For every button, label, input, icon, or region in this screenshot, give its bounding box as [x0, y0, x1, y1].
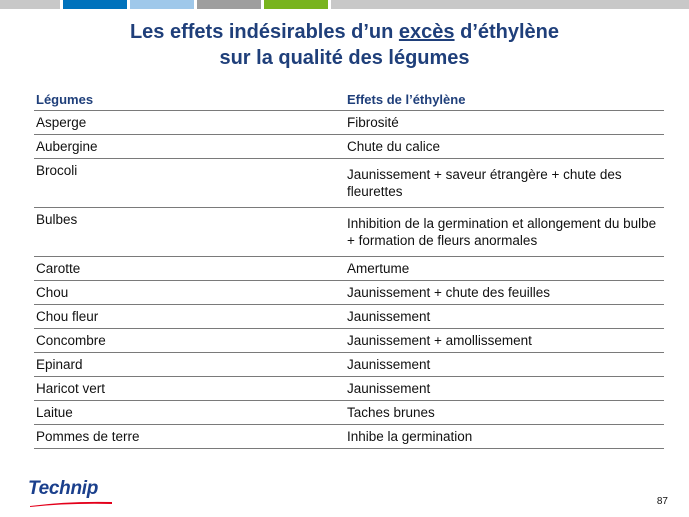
- header-vegetables: Légumes: [34, 88, 345, 111]
- title-line-2: sur la qualité des légumes: [219, 47, 470, 69]
- slide-title: Les effets indésirables d’un excès d’éth…: [0, 19, 689, 71]
- effect-cell: Taches brunes: [344, 400, 664, 425]
- effect-cell: Inhibition de la germination et allongem…: [344, 207, 664, 257]
- effect-cell: Jaunissement + saveur étrangère + chute …: [344, 158, 664, 208]
- table-row: Asperge Fibrosité: [34, 110, 664, 135]
- vegetable-cell: Asperge: [34, 110, 345, 135]
- vegetable-cell: Concombre: [34, 328, 345, 353]
- title-line-1: Les effets indésirables d’un excès d’éth…: [129, 21, 560, 43]
- table-row: Concombre Jaunissement + amollissement: [34, 328, 664, 353]
- vegetable-cell: Carotte: [34, 256, 345, 281]
- logo-text: Technip: [28, 478, 99, 499]
- header-effects: Effets de l’éthylène: [344, 88, 664, 111]
- table-row: Bulbes Inhibition de la germination et a…: [34, 207, 664, 257]
- effect-cell: Jaunissement + chute des feuilles: [344, 280, 664, 305]
- table-row: Chou fleur Jaunissement: [34, 304, 664, 329]
- top-bar-segment: [331, 0, 689, 9]
- title-emphasis: excès: [398, 21, 455, 43]
- vegetable-cell: Brocoli: [34, 158, 345, 208]
- effect-cell: Chute du calice: [344, 134, 664, 159]
- effect-cell: Fibrosité: [344, 110, 664, 135]
- table-row: Epinard Jaunissement: [34, 352, 664, 377]
- table-row: Aubergine Chute du calice: [34, 134, 664, 159]
- table-row: Chou Jaunissement + chute des feuilles: [34, 280, 664, 305]
- top-bar-segment: [0, 0, 60, 9]
- vegetable-cell: Chou: [34, 280, 345, 305]
- vegetable-cell: Pommes de terre: [34, 424, 345, 449]
- effect-cell: Jaunissement: [344, 352, 664, 377]
- top-bar-segment: [194, 0, 197, 9]
- table-row: Carotte Amertume: [34, 256, 664, 281]
- effect-cell: Amertume: [344, 256, 664, 281]
- vegetable-cell: Epinard: [34, 352, 345, 377]
- top-bar-segment: [328, 0, 331, 9]
- technip-logo: Technip: [28, 478, 118, 508]
- table-row: Brocoli Jaunissement + saveur étrangère …: [34, 158, 664, 208]
- top-bar-segment: [197, 0, 261, 9]
- vegetable-cell: Haricot vert: [34, 376, 345, 401]
- top-bar-segment: [63, 0, 127, 9]
- effect-cell: Jaunissement: [344, 376, 664, 401]
- top-bar-segment: [127, 0, 130, 9]
- table-row: Laitue Taches brunes: [34, 400, 664, 425]
- table-row: Pommes de terre Inhibe la germination: [34, 424, 664, 449]
- top-bar-segment: [261, 0, 264, 9]
- effect-cell: Jaunissement + amollissement: [344, 328, 664, 353]
- vegetable-cell: Chou fleur: [34, 304, 345, 329]
- top-bar-segment: [60, 0, 63, 9]
- table-header-row: Légumes Effets de l’éthylène: [34, 88, 664, 111]
- logo-swoosh-icon: [30, 501, 112, 507]
- top-color-bar: [0, 0, 689, 9]
- top-bar-segment: [130, 0, 194, 9]
- page-number: 87: [656, 496, 668, 507]
- table-row: Haricot vert Jaunissement: [34, 376, 664, 401]
- top-bar-segment: [264, 0, 328, 9]
- effect-cell: Inhibe la germination: [344, 424, 664, 449]
- effect-cell: Jaunissement: [344, 304, 664, 329]
- vegetable-cell: Laitue: [34, 400, 345, 425]
- ethylene-effects-table: Légumes Effets de l’éthylène Asperge Fib…: [34, 88, 664, 449]
- vegetable-cell: Aubergine: [34, 134, 345, 159]
- vegetable-cell: Bulbes: [34, 207, 345, 257]
